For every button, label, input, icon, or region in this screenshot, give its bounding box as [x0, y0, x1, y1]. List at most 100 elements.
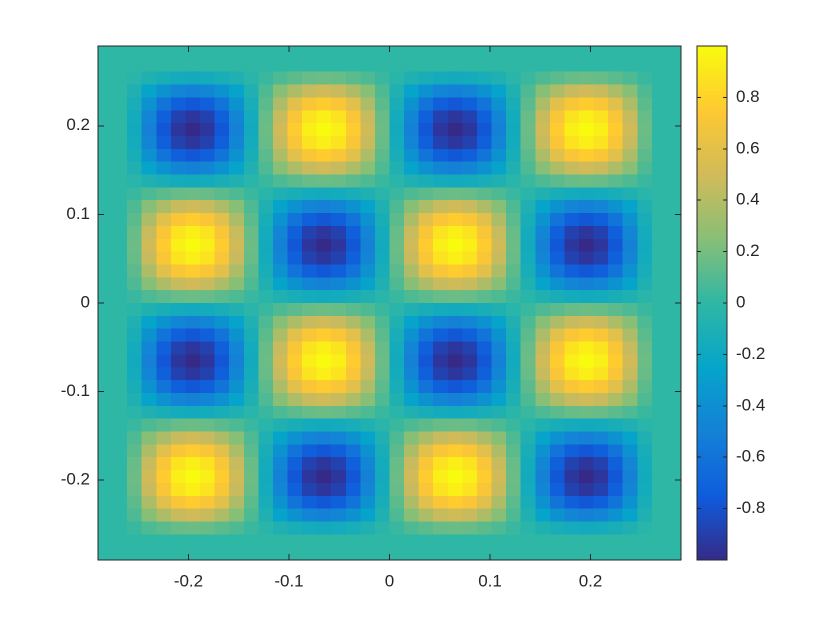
heatmap-cell — [433, 380, 449, 394]
colorbar-band — [697, 142, 727, 147]
heatmap-cell — [491, 521, 507, 535]
heatmap-cell — [593, 200, 609, 214]
heatmap-cell — [214, 187, 230, 201]
heatmap-cell — [651, 367, 668, 381]
heatmap-cell — [302, 303, 318, 317]
heatmap-cell — [258, 367, 274, 381]
heatmap-cell — [593, 174, 609, 188]
heatmap-cell — [404, 470, 420, 484]
heatmap-cell — [622, 290, 638, 304]
heatmap-cell — [666, 354, 682, 368]
heatmap-cell — [185, 457, 201, 471]
heatmap-cell — [549, 251, 565, 266]
heatmap-cell — [360, 97, 376, 111]
heatmap-cell — [272, 367, 289, 381]
heatmap-cell — [374, 148, 391, 163]
heatmap-cell — [476, 71, 493, 86]
heatmap-cell — [374, 161, 391, 176]
heatmap-cell — [622, 495, 638, 510]
heatmap-cell — [651, 547, 668, 561]
heatmap-cell — [447, 315, 463, 330]
colorbar-band — [697, 355, 727, 360]
heatmap-cell — [520, 110, 536, 124]
heatmap-cell — [404, 225, 420, 240]
heatmap-cell — [462, 392, 478, 407]
heatmap-cell — [374, 97, 391, 111]
heatmap-cell — [433, 418, 449, 433]
heatmap-cell — [476, 521, 493, 535]
heatmap-cell — [302, 482, 318, 497]
heatmap-cell — [608, 46, 624, 60]
heatmap-cell — [374, 303, 391, 317]
heatmap-cell — [447, 148, 463, 163]
heatmap-cell — [345, 303, 361, 317]
heatmap-cell — [535, 534, 551, 548]
heatmap-cell — [316, 547, 332, 561]
heatmap-cell — [535, 380, 551, 394]
heatmap-cell — [447, 200, 463, 214]
heatmap-cell — [520, 225, 536, 240]
heatmap-cell — [506, 457, 522, 471]
heatmap-cell — [112, 84, 128, 98]
heatmap-cell — [316, 46, 332, 60]
heatmap-cell — [127, 482, 143, 497]
heatmap-cell — [389, 508, 405, 523]
heatmap-cell — [622, 354, 638, 368]
colorbar-band — [697, 90, 727, 95]
heatmap-cell — [360, 110, 376, 124]
heatmap-cell — [418, 328, 434, 343]
heatmap-cell — [302, 290, 318, 304]
heatmap-cell — [593, 46, 609, 60]
heatmap-cell — [389, 380, 405, 394]
heatmap-cell — [214, 174, 230, 188]
heatmap-cell — [418, 508, 434, 523]
heatmap-cell — [578, 213, 595, 227]
heatmap-cell — [170, 290, 187, 304]
heatmap-cell — [287, 392, 303, 407]
heatmap-cell — [578, 264, 595, 278]
heatmap-cell — [520, 290, 536, 304]
heatmap-cell — [622, 148, 638, 163]
heatmap-cell — [98, 290, 114, 304]
heatmap-cell — [316, 444, 332, 458]
heatmap-cell — [389, 161, 405, 176]
heatmap-cell — [622, 71, 638, 86]
heatmap-cell — [360, 213, 376, 227]
heatmap-cell — [258, 290, 274, 304]
heatmap-cell — [608, 392, 624, 407]
heatmap-cell — [578, 238, 595, 253]
heatmap-cell — [404, 251, 420, 266]
heatmap-cell — [141, 84, 157, 98]
heatmap-cell — [447, 174, 463, 188]
heatmap-cell — [141, 470, 157, 484]
heatmap-cell — [229, 135, 245, 150]
heatmap-cell — [360, 238, 376, 253]
heatmap-cell — [374, 521, 391, 535]
heatmap-cell — [141, 58, 157, 73]
heatmap-cell — [404, 431, 420, 445]
heatmap-cell — [258, 380, 274, 394]
heatmap-cell — [404, 277, 420, 291]
heatmap-cell — [462, 123, 478, 137]
heatmap-cell — [506, 97, 522, 111]
heatmap-cell — [229, 97, 245, 111]
heatmap-cell — [229, 148, 245, 163]
heatmap-cell — [578, 123, 595, 137]
heatmap-cell — [608, 303, 624, 317]
heatmap-cell — [156, 457, 172, 471]
heatmap-cell — [331, 303, 347, 317]
heatmap-cell — [433, 444, 449, 458]
heatmap-cell — [214, 303, 230, 317]
heatmap-cell — [651, 405, 668, 420]
heatmap-cell — [593, 392, 609, 407]
heatmap-cell — [316, 495, 332, 510]
heatmap-cell — [243, 97, 259, 111]
heatmap-cell — [229, 46, 245, 60]
heatmap-cell — [389, 264, 405, 278]
heatmap-cell — [331, 534, 347, 548]
heatmap-cell — [520, 354, 536, 368]
heatmap-cell — [258, 534, 274, 548]
heatmap-cell — [520, 71, 536, 86]
heatmap-cell — [433, 431, 449, 445]
